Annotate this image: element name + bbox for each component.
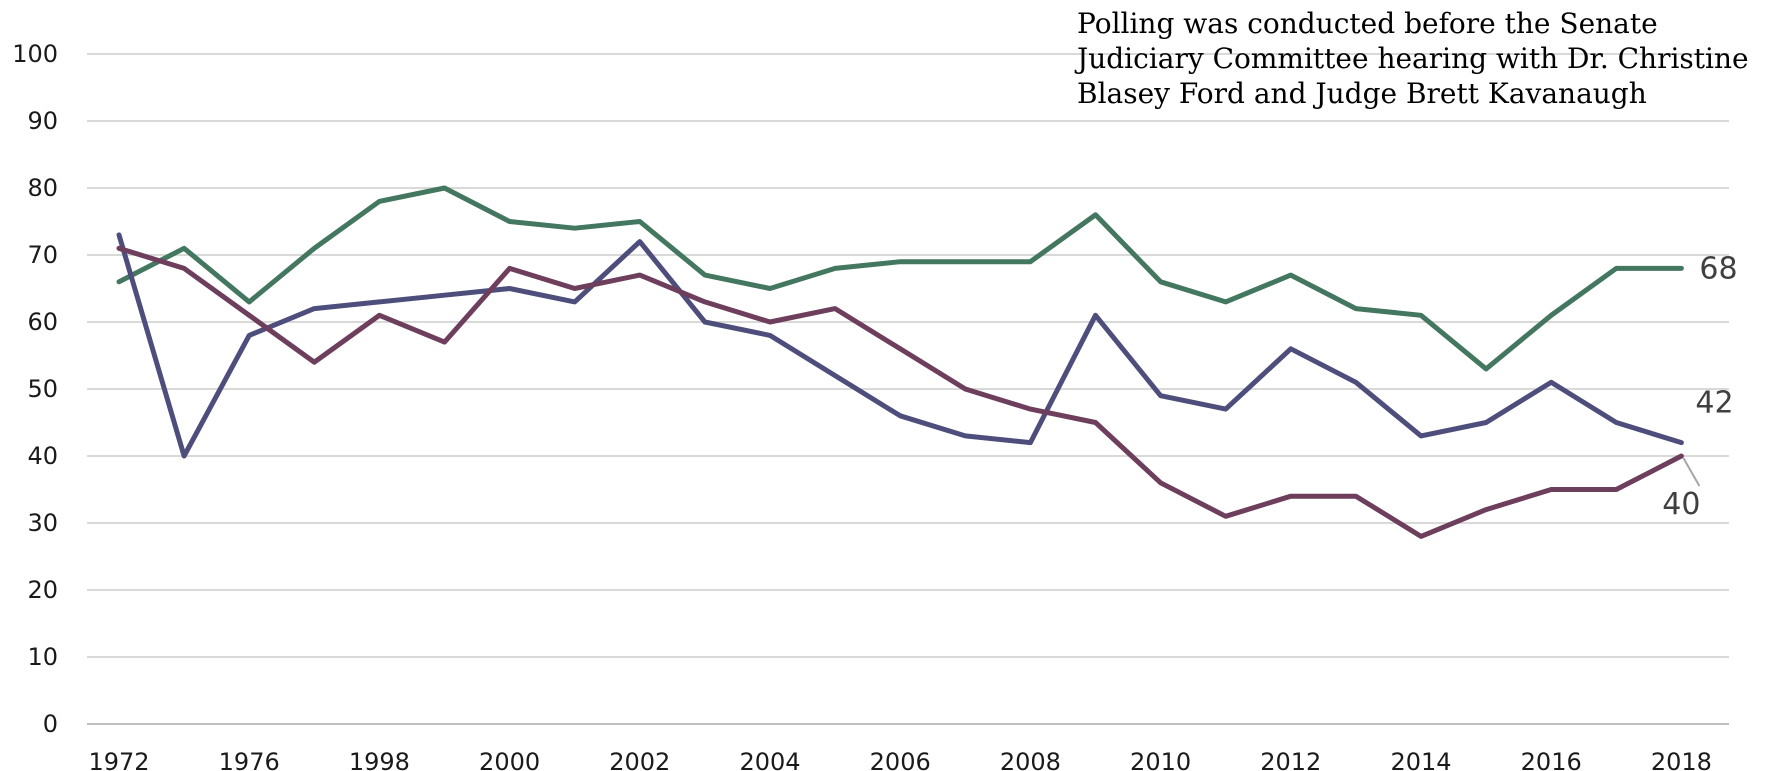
chart-annotation: Polling was conducted before the Senate … xyxy=(1077,7,1749,110)
x-tick-label: 2008 xyxy=(1000,748,1061,771)
y-tick-label: 70 xyxy=(27,241,58,269)
x-tick-label: 1976 xyxy=(219,748,280,771)
x-axis-tick-labels: 1972 1976 1998 2000 2002 2004 2006 2008 2010 2012… xyxy=(88,748,1711,771)
end-label-1: 68 xyxy=(1699,251,1737,286)
series-lines xyxy=(116,185,1684,539)
x-tick-label: 2016 xyxy=(1521,748,1582,771)
series-line-1 xyxy=(116,185,1684,372)
x-tick-label: 2012 xyxy=(1260,748,1321,771)
series-line-2 xyxy=(116,232,1684,459)
x-tick-label: 2006 xyxy=(870,748,931,771)
y-tick-label: 40 xyxy=(27,442,58,470)
end-label-3: 40 xyxy=(1662,487,1700,522)
x-tick-label: 1998 xyxy=(349,748,410,771)
x-tick-label: 1972 xyxy=(88,748,149,771)
y-tick-label: 20 xyxy=(27,576,58,604)
gridlines xyxy=(87,53,1729,725)
series-line-3 xyxy=(116,245,1684,539)
y-tick-label: 30 xyxy=(27,509,58,537)
x-tick-label: 2010 xyxy=(1130,748,1191,771)
y-tick-label: 10 xyxy=(27,643,58,671)
end-label-2: 42 xyxy=(1695,386,1733,421)
x-tick-label: 2004 xyxy=(739,748,800,771)
y-tick-label: 90 xyxy=(27,107,58,135)
y-tick-label: 60 xyxy=(27,308,58,336)
leader-line xyxy=(1682,457,1701,487)
y-tick-label: 80 xyxy=(27,174,58,202)
x-tick-label: 2018 xyxy=(1651,748,1712,771)
end-labels: 68 42 40 xyxy=(1662,251,1737,522)
y-tick-label: 100 xyxy=(12,40,58,68)
y-tick-label: 0 xyxy=(43,710,58,738)
y-tick-label: 50 xyxy=(27,375,58,403)
x-tick-label: 2002 xyxy=(609,748,670,771)
x-tick-label: 2000 xyxy=(479,748,540,771)
y-axis-tick-labels: 0 10 20 30 40 50 60 70 80 90 100 xyxy=(12,40,58,738)
x-tick-label: 2014 xyxy=(1390,748,1451,771)
